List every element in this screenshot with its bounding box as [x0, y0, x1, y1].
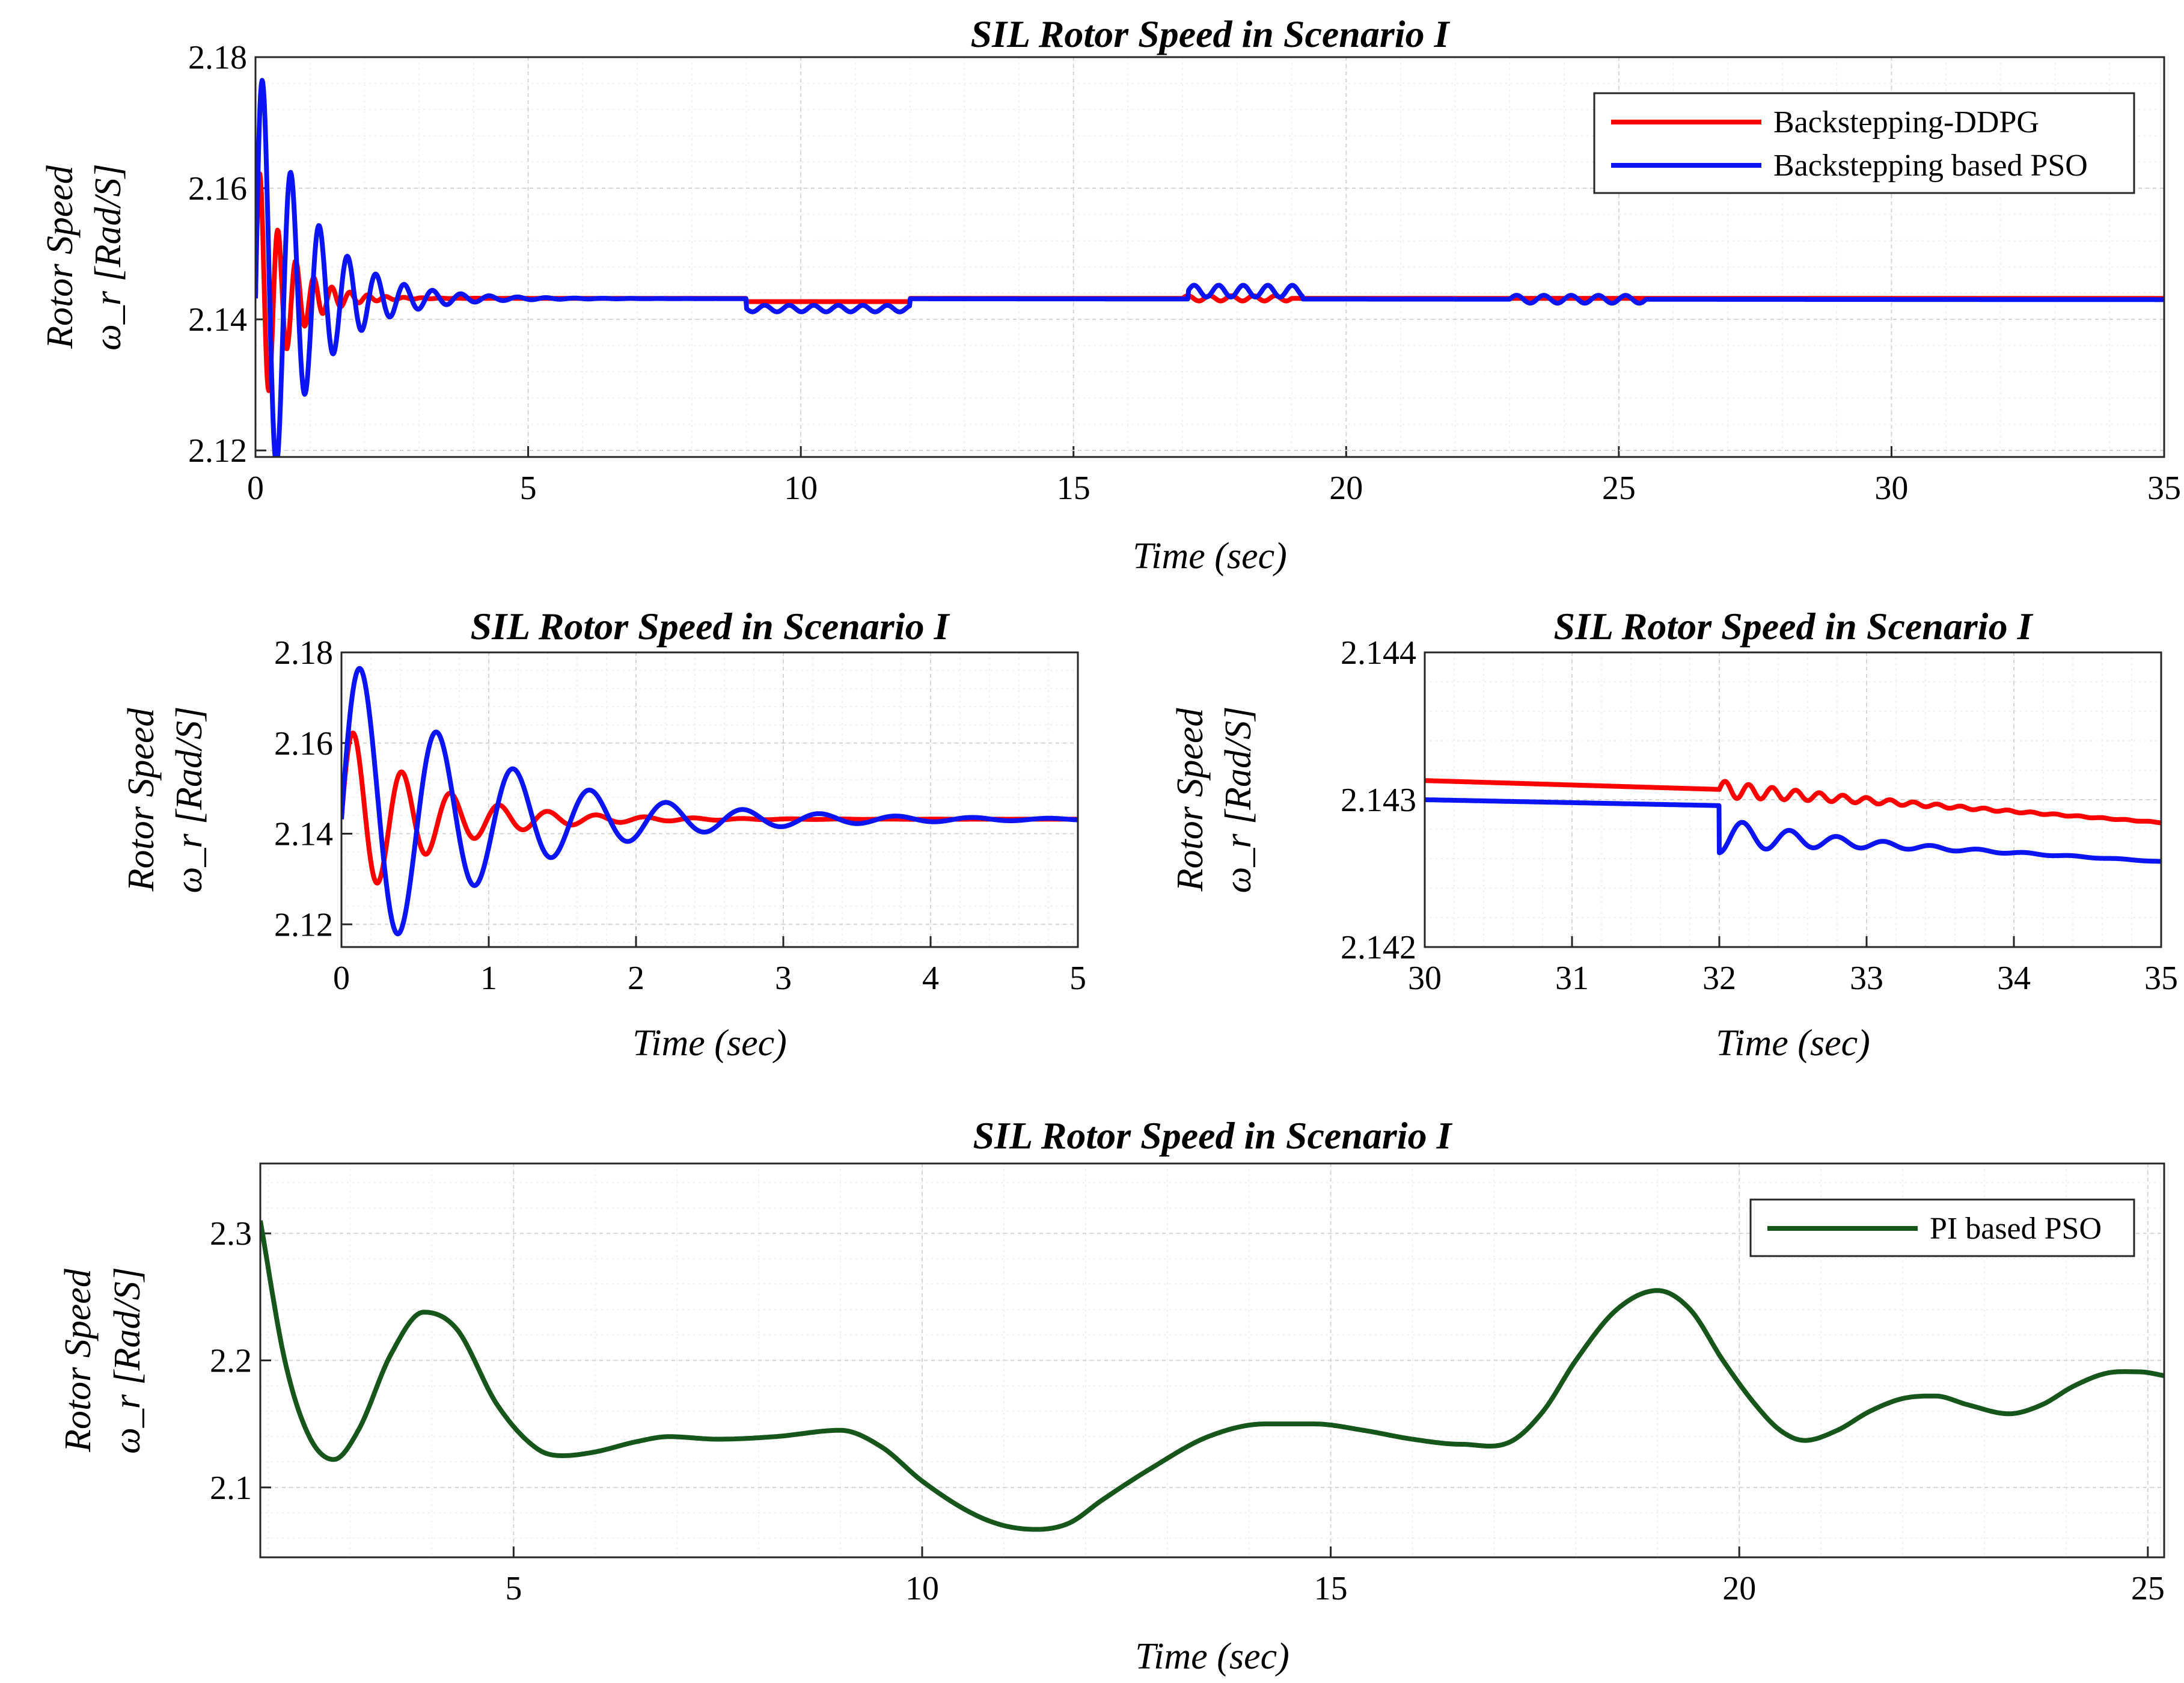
x-tick-label: 1: [480, 960, 497, 997]
y-tick-label: 2.2: [210, 1343, 252, 1380]
x-tick-label: 20: [1329, 470, 1363, 507]
y-axis-label-symbol: ω_r [Rad/S]: [88, 164, 129, 351]
chart-zoom-start: 0 1 2 3 4 5 2.12 2.14 2.16 2.18 SIL Rotor Speed in…: [121, 605, 1086, 1064]
y-axis-label-symbol: ω_r [Rad/S]: [169, 707, 210, 894]
x-tick-label: 15: [1314, 1570, 1348, 1607]
chart-title: SIL Rotor Speed in Scenario I: [971, 13, 1451, 55]
chart-title: SIL Rotor Speed in Scenario I: [471, 605, 950, 648]
series-line-backstepping-based-pso: [1425, 797, 2161, 864]
plot-area: [341, 652, 1078, 947]
y-tick-label: 2.3: [210, 1215, 252, 1252]
y-axis-label: Rotor Speed: [121, 708, 162, 892]
x-tick-label: 35: [2147, 470, 2181, 507]
x-tick-label: 31: [1555, 960, 1589, 997]
x-tick-label: 5: [520, 470, 537, 507]
x-tick-label: 10: [784, 470, 818, 507]
axes-frame: [340, 651, 1079, 948]
y-axis-label: Rotor Speed: [40, 165, 81, 349]
y-tick-label: 2.16: [274, 725, 333, 762]
x-tick-label: 30: [1874, 470, 1908, 507]
y-tick-label: 2.18: [274, 634, 333, 672]
x-tick-label: 35: [2144, 960, 2178, 997]
y-tick-label: 2.12: [274, 906, 333, 943]
x-axis-label: Time (sec): [1133, 536, 1287, 577]
legend-label: Backstepping-DDPG: [1773, 105, 2039, 139]
legend-box: [1593, 92, 2135, 194]
x-tick-label: 2: [628, 960, 644, 997]
y-tick-label: 2.142: [1341, 929, 1416, 966]
chart-bottom: 5 10 15 20 25 2.1 2.2 2.3 SIL Rotor Speed in Sce…: [58, 1114, 2165, 1677]
x-axis-label: Time (sec): [1716, 1023, 1870, 1064]
x-tick-label: 4: [922, 960, 939, 997]
x-tick-label: 33: [1850, 960, 1883, 997]
y-tick-label: 2.18: [188, 39, 247, 76]
chart-zoom-end: 30 31 32 33 34 35 2.142 2.143 2.144 SIL Rotor Spe…: [1170, 605, 2178, 1064]
x-tick-label: 0: [247, 470, 264, 507]
x-tick-label: 34: [1997, 960, 2031, 997]
x-tick-label: 15: [1057, 470, 1090, 507]
x-tick-label: 5: [505, 1570, 522, 1607]
series-line-pi-based-pso: [260, 1220, 2164, 1532]
y-tick-label: 2.1: [210, 1470, 252, 1507]
y-tick-label: 2.12: [188, 432, 247, 470]
y-axis-label-symbol: ω_r [Rad/S]: [1218, 707, 1259, 894]
axes-frame: [254, 56, 2165, 458]
series-line-backstepping-based-pso: [255, 78, 2164, 457]
y-axis-label: Rotor Speed: [1170, 708, 1211, 892]
y-axis-label: Rotor Speed: [58, 1268, 99, 1453]
y-tick-label: 2.144: [1341, 634, 1416, 672]
y-tick-label: 2.14: [274, 816, 333, 853]
x-tick-label: 0: [333, 960, 350, 997]
legend-label: Backstepping based PSO: [1773, 149, 2088, 183]
series-line-backstepping-based-pso: [341, 666, 1078, 937]
x-tick-label: 25: [2131, 1570, 2165, 1607]
chart-title: SIL Rotor Speed in Scenario I: [1554, 605, 2034, 648]
axes-frame: [1424, 651, 2162, 948]
x-tick-label: 5: [1069, 960, 1086, 997]
x-axis-label: Time (sec): [1135, 1636, 1289, 1677]
series-line-backstepping-ddpg: [1425, 778, 2161, 826]
x-tick-label: 30: [1408, 960, 1442, 997]
axes-frame: [259, 1162, 2165, 1559]
x-axis-label: Time (sec): [632, 1023, 787, 1064]
x-tick-label: 20: [1722, 1570, 1756, 1607]
x-tick-label: 32: [1702, 960, 1736, 997]
x-tick-label: 10: [905, 1570, 939, 1607]
y-tick-label: 2.16: [188, 170, 247, 207]
y-tick-label: 2.14: [188, 301, 247, 339]
legend-label: PI based PSO: [1930, 1212, 2102, 1246]
y-axis-label-symbol: ω_r [Rad/S]: [107, 1267, 148, 1454]
x-tick-label: 25: [1602, 470, 1636, 507]
x-tick-label: 3: [775, 960, 792, 997]
chart-title: SIL Rotor Speed in Scenario I: [973, 1114, 1453, 1157]
chart-top: 0 5 10 15 20 25 30 35 2.12 2.14 2.16 2.18 SIL Rotor …: [40, 13, 2181, 577]
y-tick-label: 2.143: [1341, 782, 1416, 819]
